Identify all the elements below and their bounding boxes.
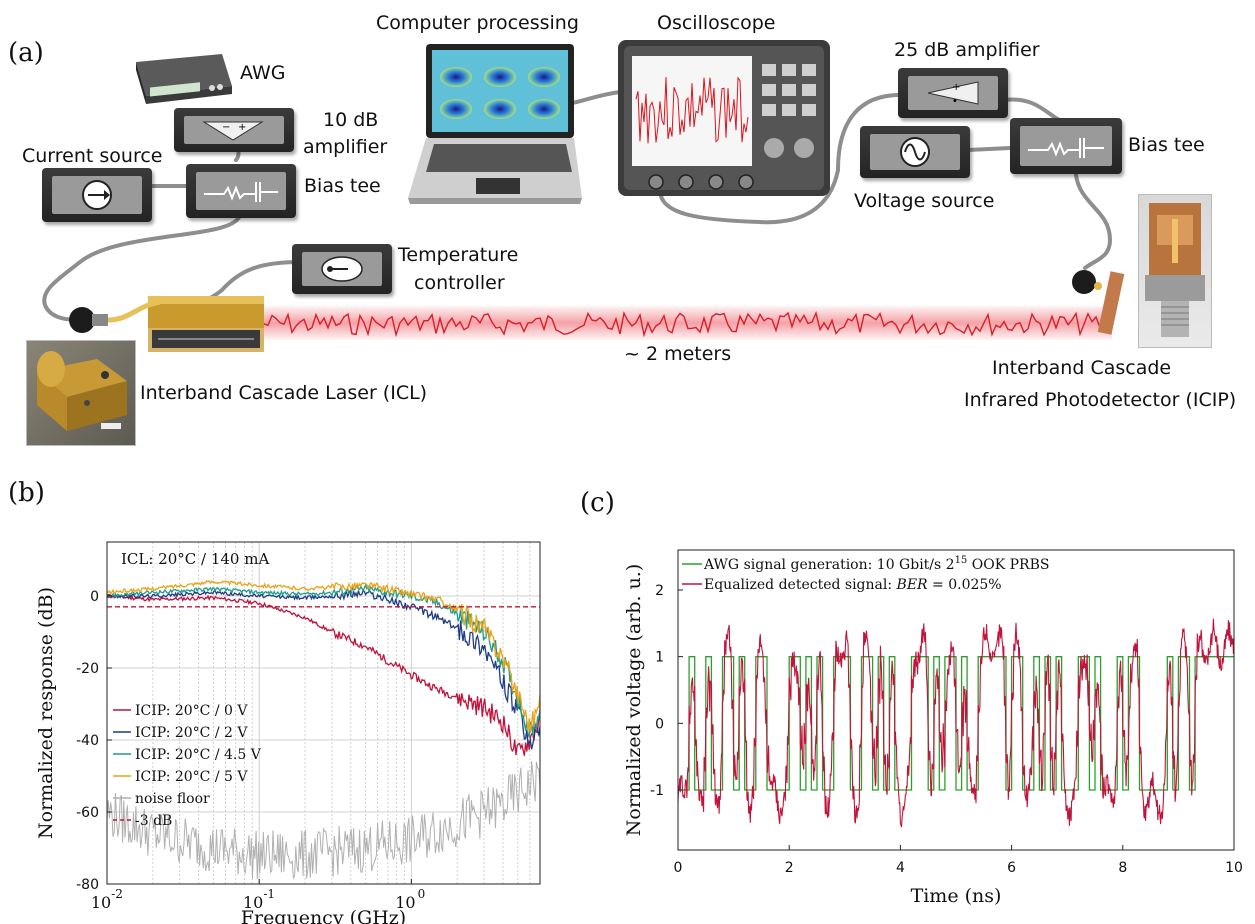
panel-a-letter: (a) (8, 38, 44, 68)
legend-entry: -3 dB (135, 813, 172, 829)
temperature-label-2: controller (414, 272, 505, 294)
svg-text:−: − (222, 122, 230, 133)
plot-frame-c (677, 549, 1235, 851)
oscilloscope-icon (614, 36, 834, 200)
ytick-label: 1 (655, 650, 664, 666)
icip-label-1: Interband Cascade (992, 357, 1172, 379)
awg-icon (126, 50, 236, 106)
xtick-label: 10 (1225, 860, 1243, 876)
xtick-exponent: 0 (418, 887, 426, 901)
distance-label: ~ 2 meters (624, 343, 732, 365)
awg-label: AWG (240, 62, 286, 84)
icip-photo (1138, 194, 1212, 348)
xtick-label: 10 (395, 893, 415, 912)
legend-entry-detected: Equalized detected signal: BER = 0.025% (704, 577, 1002, 593)
icip-label-2: Infrared Photodetector (ICIP) (964, 389, 1237, 411)
icl-photo (26, 340, 136, 446)
ytick-label: -60 (76, 805, 99, 821)
bias-tee-right-icon (1010, 118, 1122, 174)
x-axis-label-c: Time (ns) (911, 885, 1002, 907)
panel-b-letter: (b) (8, 478, 45, 508)
legend-entry: noise floor (135, 791, 210, 807)
xtick-label: 0 (674, 860, 683, 876)
svg-text:+: + (238, 122, 246, 133)
annotation-icl: ICL: 20°C / 140 mA (121, 550, 269, 568)
legend-entry: ICIP: 20°C / 4.5 V (135, 747, 262, 763)
laser-beam-glow (262, 306, 1112, 340)
ytick-label: -20 (76, 661, 99, 677)
ytick-label: 0 (655, 716, 664, 732)
legend-c: AWG signal generation: 10 Gbit/s 215 OOK… (682, 555, 1049, 593)
legend-entry: ICIP: 20°C / 5 V (135, 769, 248, 785)
ytick-label: 0 (90, 589, 99, 605)
xtick-label: 10 (91, 893, 111, 912)
temperature-label-1: Temperature (398, 244, 519, 266)
bias-tee-right-label: Bias tee (1128, 134, 1205, 156)
legend-b: ICIP: 20°C / 0 V ICIP: 20°C / 2 V ICIP: 20… (113, 703, 262, 829)
series-line-3 (106, 579, 541, 733)
panel-c-letter: (c) (580, 488, 615, 518)
amplifier-25db-icon: + • (898, 68, 1008, 118)
xtick-exponent: -2 (111, 887, 123, 901)
series-line-1 (106, 588, 541, 750)
oscilloscope-trace (635, 76, 749, 144)
xtick-exponent: -1 (263, 887, 275, 901)
y-axis-label-b: Normalized response (dB) (35, 587, 57, 839)
xtick-label: 2 (785, 860, 794, 876)
amp25-label: 25 dB amplifier (894, 39, 1040, 61)
plot-frame-b (106, 541, 541, 885)
xtick-label: 8 (1118, 860, 1127, 876)
amplifier-10db-icon: − + (174, 108, 294, 152)
amp10-label-2: amplifier (303, 136, 388, 158)
series-line-0 (106, 593, 541, 756)
x-axis-label-b: Frequency (GHz) (241, 907, 406, 924)
voltage-source-icon (860, 126, 970, 178)
current-source-label: Current source (22, 145, 163, 167)
current-source-icon (42, 168, 152, 222)
voltage-source-label: Voltage source (854, 190, 995, 212)
temperature-controller-icon (292, 244, 392, 294)
laptop-icon (404, 42, 584, 212)
legend-entry: ICIP: 20°C / 0 V (135, 703, 248, 719)
legend-entry: ICIP: 20°C / 2 V (135, 725, 248, 741)
bias-tee-left-label: Bias tee (304, 175, 381, 197)
xtick-label: 6 (1007, 860, 1016, 876)
oscilloscope-label: Oscilloscope (657, 12, 776, 34)
panel-a: (a) Computer processing Oscilloscope AWG… (0, 0, 1255, 450)
y-axis-label-c: Normalized voltage (arb. u.) (623, 564, 645, 837)
ytick-label: -40 (76, 733, 99, 749)
computer-processing-label: Computer processing (376, 12, 579, 34)
series-line-4 (106, 761, 541, 880)
xtick-label: 4 (896, 860, 905, 876)
photodetector-icon (1066, 262, 1126, 342)
ytick-label: -80 (76, 877, 99, 893)
svg-text:•: • (952, 96, 958, 107)
series-line-detected (677, 618, 1235, 828)
amp10-label-1: 10 dB (323, 109, 379, 131)
laser-beam-signal (261, 311, 1109, 338)
legend-entry-awg: AWG signal generation: 10 Gbit/s 215 OOK… (703, 555, 1049, 573)
laser-icon (40, 276, 270, 356)
bias-tee-left-icon (186, 164, 296, 218)
xtick-label: 10 (243, 893, 263, 912)
ytick-label: -1 (650, 783, 664, 799)
icl-label: Interband Cascade Laser (ICL) (140, 382, 428, 404)
ytick-label: 2 (655, 583, 664, 599)
svg-text:+: + (952, 82, 960, 93)
